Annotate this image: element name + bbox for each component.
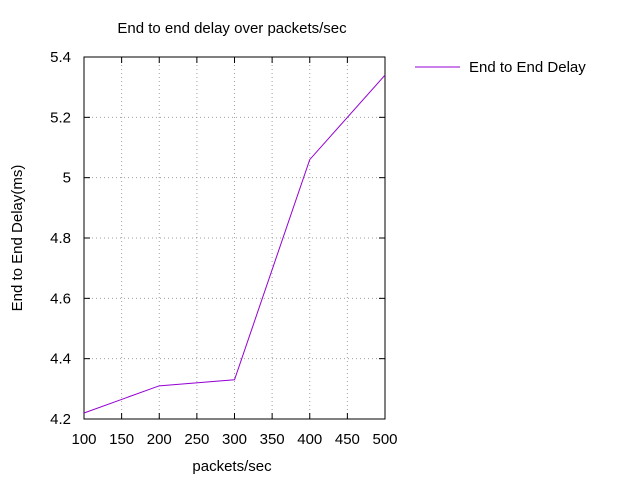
y-tick-label-4.2: 4.2 [50,411,71,428]
y-tick-label-4.4: 4.4 [50,351,71,368]
x-tick-label-450: 450 [335,431,360,448]
y-tick-label-5: 5 [63,170,71,187]
x-axis-label: packets/sec [192,458,272,475]
grid [84,57,385,419]
series-layer [83,74,386,414]
chart-title: End to end delay over packets/sec [117,20,347,37]
y-tick-label-4.6: 4.6 [50,290,71,307]
series-line-0 [83,74,386,414]
y-tick-label-5.2: 5.2 [50,109,71,126]
y-tick-label-4.8: 4.8 [50,230,71,247]
x-tick-label-300: 300 [222,431,247,448]
x-tick-label-200: 200 [147,431,172,448]
axis-ticks [83,56,386,420]
x-axis-tick-labels: 100 150 200 250 300 350 400 450 500 [71,431,397,448]
x-tick-label-500: 500 [372,431,397,448]
legend: End to End Delay [415,59,586,76]
x-tick-label-150: 150 [109,431,134,448]
x-tick-label-400: 400 [297,431,322,448]
x-tick-label-100: 100 [71,431,96,448]
x-tick-label-250: 250 [184,431,209,448]
y-axis-tick-labels: 4.2 4.4 4.6 4.8 5 5.2 5.4 [50,49,71,428]
y-tick-label-5.4: 5.4 [50,49,71,66]
x-tick-label-350: 350 [260,431,285,448]
legend-label: End to End Delay [469,59,586,76]
y-axis-label: End to End Delay(ms) [9,165,26,312]
